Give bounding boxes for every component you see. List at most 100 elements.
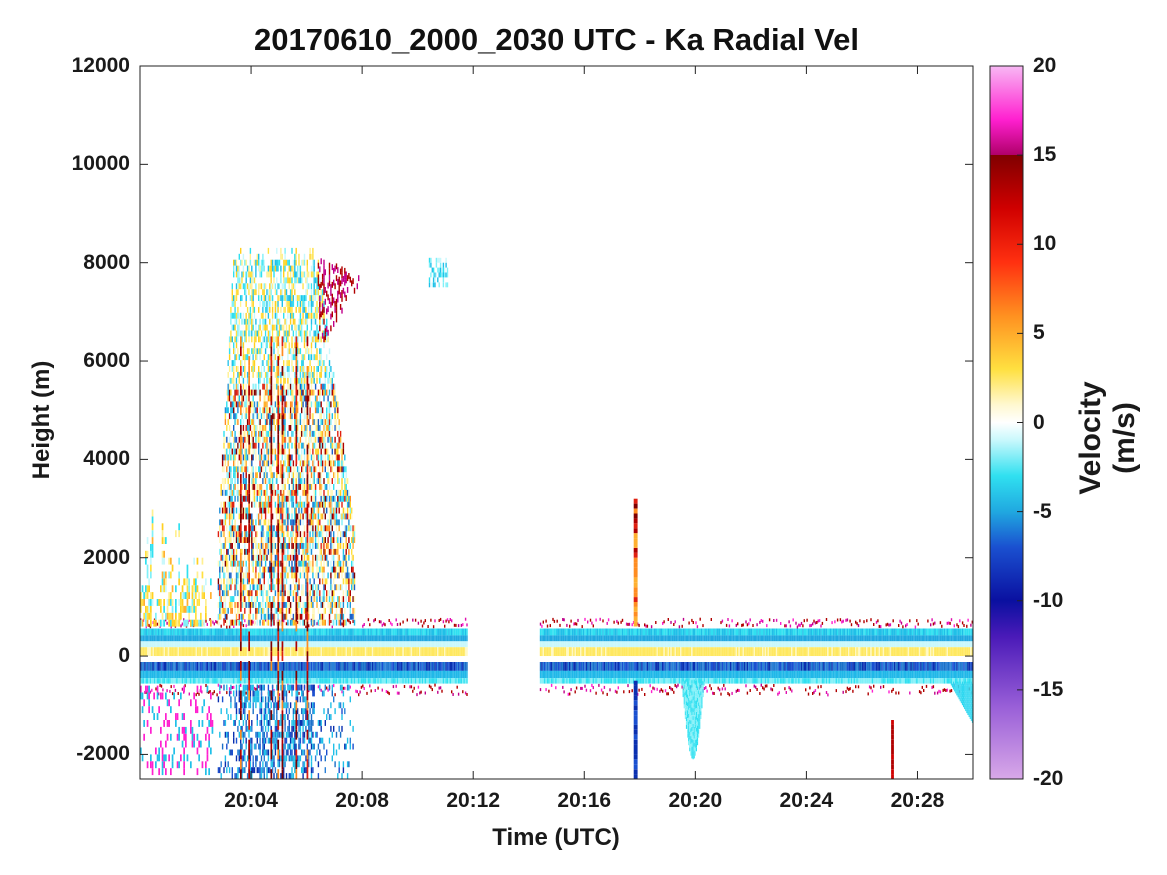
band-outer-bottom <box>587 678 589 684</box>
band-zero <box>739 656 742 662</box>
band-warm <box>149 647 152 657</box>
band-outer-top <box>195 628 197 636</box>
band-speckle <box>171 692 174 696</box>
band-speckle <box>785 624 787 628</box>
band-warm <box>287 647 289 657</box>
band-light <box>326 641 328 648</box>
band-zero <box>388 656 390 662</box>
band-deep <box>199 662 202 671</box>
band-light <box>713 641 715 648</box>
band-zero <box>809 656 811 662</box>
band-upper <box>444 635 446 642</box>
band-speckle <box>173 684 175 688</box>
band-warm <box>191 647 193 657</box>
band-deep <box>831 662 833 671</box>
band-speckle <box>788 686 790 690</box>
band-deep <box>884 662 886 671</box>
band-deep <box>949 662 951 671</box>
band-warm <box>410 647 413 657</box>
band-upper <box>705 635 707 642</box>
band-light <box>414 641 417 648</box>
band-zero <box>342 656 345 662</box>
band-upper <box>656 635 658 642</box>
band-lower <box>967 670 969 679</box>
band-outer-bottom <box>796 678 799 684</box>
band-warm <box>892 647 894 657</box>
band-light <box>721 641 724 648</box>
band-zero <box>784 656 786 662</box>
band-light <box>677 641 679 648</box>
band-light <box>274 641 277 648</box>
band-warm <box>953 647 955 657</box>
band-deep <box>215 662 217 671</box>
band-speckle <box>562 685 564 689</box>
band-zero <box>795 656 797 662</box>
band-light <box>312 641 314 648</box>
band-zero <box>598 656 600 662</box>
band-upper <box>412 635 414 642</box>
band-lower <box>660 670 662 679</box>
band-upper <box>909 635 911 642</box>
band-deep <box>456 662 458 671</box>
band-speckle <box>723 683 725 687</box>
band-zero <box>709 656 711 662</box>
band-warm <box>942 647 944 657</box>
band-speckle <box>870 618 872 622</box>
band-lower <box>242 670 245 679</box>
band-outer-bottom <box>763 678 765 684</box>
band-zero <box>930 656 932 662</box>
band-lower <box>756 670 758 679</box>
band-warm <box>549 647 551 657</box>
band-zero <box>219 656 221 662</box>
band-warm <box>266 647 268 657</box>
band-lower <box>880 670 882 679</box>
band-outer-top <box>462 628 464 636</box>
band-light <box>251 641 253 648</box>
band-speckle <box>438 619 440 622</box>
band-outer-top <box>666 628 668 636</box>
band-outer-bottom <box>448 678 450 684</box>
band-warm <box>217 647 220 657</box>
band-zero <box>946 656 948 662</box>
band-lower <box>310 670 313 679</box>
band-speckle <box>603 685 606 689</box>
band-light <box>880 641 882 648</box>
band-outer-top <box>885 628 887 636</box>
band-outer-top <box>140 628 142 636</box>
band-lower <box>789 670 792 679</box>
band-upper <box>206 635 208 642</box>
band-light <box>707 641 710 648</box>
band-outer-top <box>417 628 420 636</box>
band-speckle <box>563 690 565 694</box>
band-speckle <box>645 624 647 628</box>
band-lower <box>966 670 968 679</box>
band-speckle <box>662 621 664 625</box>
band-speckle <box>868 685 871 689</box>
band-outer-bottom <box>241 678 243 684</box>
band-outer-top <box>660 628 662 636</box>
band-upper <box>795 635 797 642</box>
band-speckle <box>950 689 953 693</box>
band-outer-top <box>825 628 828 636</box>
band-outer-top <box>224 628 227 636</box>
band-light <box>345 641 347 648</box>
band-light <box>771 641 774 648</box>
band-warm <box>384 647 386 657</box>
band-outer-bottom <box>641 678 643 684</box>
band-light <box>569 641 571 648</box>
band-warm <box>789 647 792 657</box>
band-light <box>835 641 837 648</box>
band-zero <box>873 656 875 662</box>
band-light <box>464 641 467 648</box>
band-lower <box>669 670 671 679</box>
band-outer-bottom <box>619 678 621 684</box>
band-speckle <box>205 619 207 623</box>
band-light <box>391 641 393 648</box>
band-lower <box>760 670 762 679</box>
band-outer-top <box>185 628 188 636</box>
band-outer-top <box>381 628 383 636</box>
band-speckle <box>166 689 168 693</box>
band-light <box>763 641 765 648</box>
band-light <box>857 641 860 648</box>
band-speckle <box>785 691 787 694</box>
